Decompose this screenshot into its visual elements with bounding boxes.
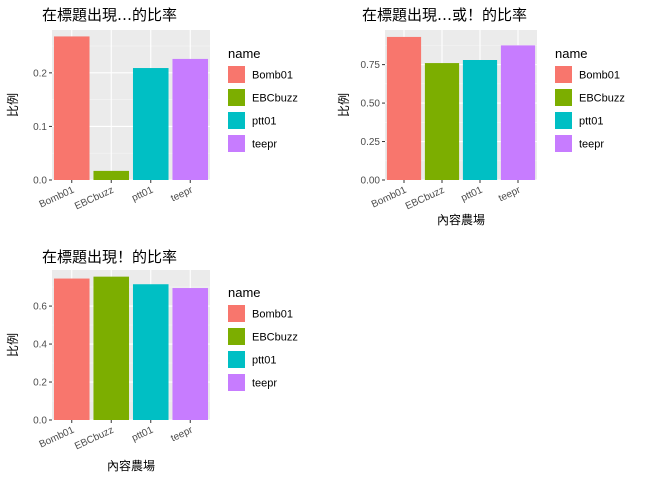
y-tick-label: 0.2 [33, 378, 47, 389]
bar-ebcbuzz [93, 170, 130, 180]
legend-swatch-teepr [228, 374, 245, 391]
legend-swatch-ebcbuzz [555, 89, 572, 106]
legend-label: ptt01 [252, 116, 276, 128]
legend-label: ptt01 [252, 355, 276, 367]
legend: name Bomb01 EBCbuzz ptt01 teepr [228, 285, 298, 391]
y-tick-label: 0.1 [33, 122, 47, 133]
legend-title: name [228, 46, 261, 61]
legend-label: EBCbuzz [252, 93, 298, 105]
legend-title: name [555, 46, 588, 61]
y-tick-label: 0.4 [33, 340, 47, 351]
y-tick-label: 0.00 [361, 176, 381, 187]
legend-label: Bomb01 [252, 309, 293, 321]
bar-teepr [500, 45, 536, 181]
chart-1: 0.0 0.1 0.2 Bomb01 EBCbuzz ptt01 teepr 在標題出現…的比… [6, 6, 298, 212]
legend-swatch-teepr [555, 135, 572, 152]
legend-swatch-ptt01 [228, 112, 245, 129]
chart-title: 在標題出現…的比率 [42, 6, 177, 24]
y-tick-label: 0.25 [361, 137, 381, 148]
y-tick-label: 0.6 [33, 302, 47, 313]
legend-swatch-ptt01 [228, 351, 245, 368]
bar-bomb01 [386, 36, 422, 180]
legend-swatch-bomb01 [228, 305, 245, 322]
bar-ptt01 [132, 68, 169, 180]
legend: name Bomb01 EBCbuzz ptt01 teepr [555, 46, 625, 152]
legend-title: name [228, 285, 261, 300]
x-axis-title: 內容農場 [437, 212, 485, 227]
y-tick-label: 0.50 [361, 99, 381, 110]
y-tick-label: 0.0 [33, 176, 47, 187]
legend-label: EBCbuzz [579, 93, 625, 105]
chart-3: 0.0 0.2 0.4 0.6 Bomb01 EBCbuzz ptt01 teepr 在標題出現… [6, 248, 298, 473]
legend-label: ptt01 [579, 116, 603, 128]
legend-swatch-ebcbuzz [228, 89, 245, 106]
y-axis-title: 比例 [337, 93, 351, 117]
bar-teepr [172, 58, 209, 180]
legend-label: EBCbuzz [252, 332, 298, 344]
legend-swatch-bomb01 [555, 66, 572, 83]
bar-bomb01 [53, 278, 90, 420]
legend-swatch-bomb01 [228, 66, 245, 83]
legend-label: teepr [579, 139, 604, 151]
y-tick-label: 0.2 [33, 68, 47, 79]
legend-swatch-ebcbuzz [228, 328, 245, 345]
chart-title: 在標題出現！的比率 [42, 248, 177, 266]
bar-ptt01 [462, 60, 498, 180]
y-tick-label: 0.0 [33, 416, 47, 427]
y-tick-label: 0.75 [361, 60, 381, 71]
bar-ptt01 [132, 284, 169, 420]
legend-swatch-teepr [228, 135, 245, 152]
x-axis-title: 內容農場 [107, 458, 155, 473]
legend-label: Bomb01 [579, 70, 620, 82]
y-axis-title: 比例 [6, 333, 20, 357]
bar-teepr [172, 288, 209, 420]
bar-bomb01 [53, 36, 90, 180]
legend-label: teepr [252, 378, 277, 390]
y-axis-title: 比例 [6, 93, 20, 117]
chart-title: 在標題出現…或！的比率 [362, 6, 527, 24]
legend-label: teepr [252, 139, 277, 151]
legend-swatch-ptt01 [555, 112, 572, 129]
legend-label: Bomb01 [252, 70, 293, 82]
legend: name Bomb01 EBCbuzz ptt01 teepr [228, 46, 298, 152]
bar-ebcbuzz [424, 63, 460, 181]
bar-ebcbuzz [93, 276, 130, 420]
